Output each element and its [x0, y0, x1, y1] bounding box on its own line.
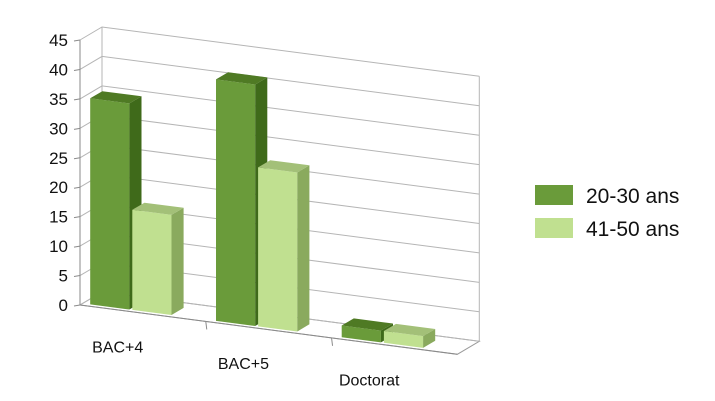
x-category-label: Doctorat [339, 372, 400, 389]
bar-front [132, 209, 172, 315]
bar-side [297, 165, 310, 332]
y-tick-mark [73, 275, 81, 278]
legend-swatch [535, 185, 573, 205]
y-tick-mark [73, 304, 81, 307]
y-tick-label: 0 [59, 296, 68, 315]
y-tick-mark [73, 127, 81, 130]
bar-front [216, 79, 256, 327]
bar-2: 41-50 ans – Doctorat: 2 [383, 323, 436, 348]
y-tick-mark [73, 186, 81, 189]
x-tick-mark [205, 321, 208, 330]
y-tick-label: 25 [49, 149, 68, 168]
y-tick-mark [73, 157, 81, 160]
bar-front [383, 331, 424, 348]
y-tick-mark [73, 39, 81, 42]
legend-label: 41-50 ans [586, 218, 679, 241]
legend-swatch [535, 218, 573, 238]
y-tick-label: 10 [49, 237, 68, 256]
x-tick-mark [331, 337, 334, 346]
y-tick-mark [73, 216, 81, 219]
y-tick-mark [73, 245, 81, 248]
y-tick-label: 35 [49, 90, 68, 109]
bar-top [258, 160, 310, 173]
bar-top [341, 318, 393, 331]
bar-2: 41-50 ans – BAC+4: 17 [132, 202, 184, 315]
x-category-label: BAC+5 [218, 356, 269, 373]
bar-front [258, 167, 298, 332]
y-axis-ticks: 0 5 10 15 20 25 30 35 40 45 [49, 31, 81, 315]
legend-label: 20-30 ans [586, 185, 679, 208]
y-tick-mark [73, 98, 81, 101]
bar-top [383, 323, 436, 337]
bar-side [171, 207, 184, 315]
x-category-label: BAC+4 [92, 340, 143, 357]
bar-top [216, 72, 268, 85]
axes [79, 40, 458, 355]
legend: 20-30 ans 41-50 ans [535, 185, 679, 241]
y-tick-mark [73, 68, 81, 71]
y-tick-label: 20 [49, 178, 68, 197]
bar-front [90, 98, 130, 310]
bar-top [90, 91, 142, 104]
bar-side [423, 329, 436, 348]
y-tick-label: 45 [49, 31, 68, 50]
gridline [79, 26, 480, 77]
bars: 20-30 ans – BAC+4: 3541-50 ans – BAC+4: … [90, 72, 436, 348]
y-tick-label: 30 [49, 119, 68, 138]
x-axis-labels: BAC+4 BAC+5 Doctorat [92, 340, 400, 390]
y-tick-label: 15 [49, 208, 68, 227]
y-tick-label: 40 [49, 60, 68, 79]
bar-2: 41-50 ans – BAC+5: 27 [258, 160, 310, 332]
x-axis-line [79, 304, 458, 355]
bar-front [341, 325, 381, 343]
bar-top [132, 202, 184, 215]
y-tick-label: 5 [59, 267, 68, 286]
